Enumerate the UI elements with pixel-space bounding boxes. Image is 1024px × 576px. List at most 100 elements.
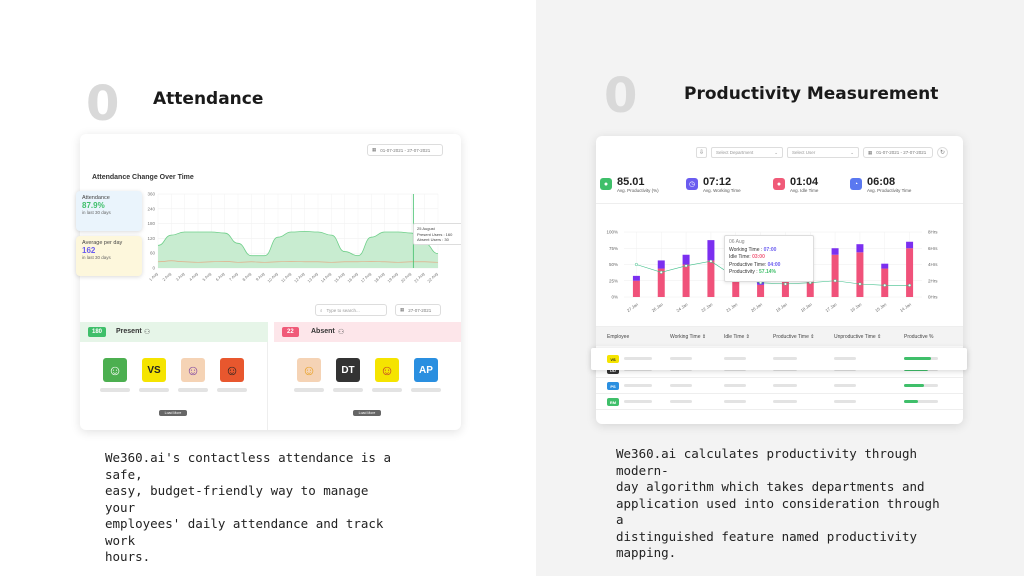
section-number: 0 bbox=[604, 68, 638, 124]
location-icon: ● bbox=[600, 178, 612, 190]
tooltip-idle: Idle Time: 03:00 bbox=[729, 254, 809, 262]
chevron-down-icon: ⌄ bbox=[850, 149, 854, 155]
department-select[interactable]: Select Department ⌄ bbox=[711, 147, 783, 158]
kpi-row: ● 85.01 Avg. Productivity (%) ◷ 07:12 Avg.… bbox=[596, 166, 963, 204]
productivity-progress-track bbox=[904, 400, 938, 403]
cell-placeholder bbox=[724, 400, 746, 403]
kpi-value: 01:04 bbox=[790, 175, 819, 188]
productivity-card: ⇩ Select Department ⌄ Select User ⌄ ▦ 01… bbox=[596, 136, 963, 424]
department-select-text: Select Department bbox=[716, 150, 754, 155]
x-tick-label: 20 Aug bbox=[400, 271, 412, 283]
y-tick-label: 60 bbox=[150, 251, 156, 256]
load-more-button[interactable]: Load More bbox=[353, 410, 381, 416]
chart-tooltip: 06 Aug Working Time : 07:00 Idle Time: 0… bbox=[724, 235, 814, 282]
column-header[interactable]: Unproductive Time ⇕ bbox=[834, 334, 882, 340]
table-row[interactable]: PS bbox=[596, 378, 963, 394]
x-tick-label: 3 Aug bbox=[175, 271, 186, 282]
avatar-initials[interactable]: AP bbox=[414, 358, 438, 382]
productivity-point bbox=[833, 279, 837, 283]
search-input[interactable]: ⌕ Type to search... bbox=[315, 304, 387, 316]
avatar[interactable]: ☺ bbox=[220, 358, 244, 382]
productivity-heading: Productivity Measurement bbox=[684, 84, 939, 104]
users-icon: ⚇ bbox=[338, 329, 345, 336]
column-header[interactable]: Productive Time ⇕ bbox=[773, 334, 815, 340]
avatar[interactable]: ☺ bbox=[375, 358, 399, 382]
bar-productive bbox=[856, 252, 864, 297]
productivity-progress-fill bbox=[904, 357, 932, 360]
calendar-icon: ▦ bbox=[372, 147, 377, 152]
employee-badge: DD bbox=[607, 366, 619, 374]
calendar-icon: ▦ bbox=[868, 149, 873, 155]
absent-header bbox=[274, 322, 461, 342]
user-select-text: Select User bbox=[792, 150, 816, 155]
chart-tooltip: 25 August Present Users : 160 Absent Use… bbox=[413, 223, 461, 245]
bar-productive bbox=[806, 272, 814, 297]
avatar[interactable]: ☺ bbox=[181, 358, 205, 382]
avatar-initials[interactable]: DT bbox=[336, 358, 360, 382]
x-tick-label: 18 Aug bbox=[373, 271, 385, 283]
cell-placeholder bbox=[624, 357, 652, 360]
x-tick-label: 24 Jan bbox=[675, 301, 689, 313]
avatar[interactable]: ☺ bbox=[297, 358, 321, 382]
employee-badge: VS bbox=[607, 355, 619, 363]
date-range-picker[interactable]: ▦ 01-07-2021 - 27-07-2021 bbox=[863, 147, 933, 158]
cell-placeholder bbox=[834, 400, 856, 403]
y-right-tick-label: 0Hrs bbox=[928, 295, 938, 300]
x-tick-label: 7 Aug bbox=[228, 271, 239, 282]
bar-productive bbox=[881, 268, 889, 297]
bar-productive bbox=[831, 254, 839, 297]
attendance-area-chart: 360 240 180 120 60 01 Aug 2 Aug 3 Aug 4 Aug 5 Aug… bbox=[147, 192, 439, 284]
attendance-description: We360.ai's contactless attendance is a s… bbox=[105, 450, 391, 564]
date-range-picker[interactable]: ▦ 01-07-2021 - 27-07-2021 bbox=[367, 144, 443, 156]
x-tick-label: 1 Aug bbox=[148, 271, 159, 282]
column-header[interactable]: Working Time ⇕ bbox=[670, 334, 707, 340]
search-icon: ⌕ bbox=[320, 307, 323, 313]
name-placeholder bbox=[411, 388, 441, 392]
person-icon: ☺ bbox=[301, 362, 317, 378]
table-header: Employee Working Time ⇕ Idle Time ⇕ Prod… bbox=[596, 326, 963, 346]
x-tick-label: 14 Jan bbox=[899, 301, 913, 313]
cell-placeholder bbox=[624, 400, 652, 403]
table-row-highlighted[interactable]: VS bbox=[591, 348, 967, 370]
table-row[interactable]: RM bbox=[596, 394, 963, 410]
download-icon[interactable]: ⇩ bbox=[696, 147, 707, 158]
bar-productive bbox=[906, 248, 914, 297]
x-tick-label: 5 Aug bbox=[201, 271, 212, 282]
x-tick-label: 17 Jan bbox=[824, 301, 838, 313]
x-tick-label: 20 Jan bbox=[750, 301, 764, 313]
avatar-initials[interactable]: VS bbox=[142, 358, 166, 382]
person-icon: ☺ bbox=[185, 362, 201, 378]
cell-placeholder bbox=[670, 400, 692, 403]
productivity-point bbox=[684, 264, 688, 268]
user-select[interactable]: Select User ⌄ bbox=[787, 147, 859, 158]
x-tick-label: 26 Jan bbox=[651, 301, 665, 313]
tooltip-productive-label: Productive Time: bbox=[729, 261, 768, 268]
productivity-progress-fill bbox=[904, 384, 925, 387]
load-more-button[interactable]: Load More bbox=[159, 410, 187, 416]
y-right-tick-label: 8Hrs bbox=[928, 230, 938, 235]
column-header[interactable]: Employee bbox=[607, 334, 630, 340]
refresh-icon[interactable]: ↻ bbox=[937, 147, 948, 158]
tooltip-working-value: 07:00 bbox=[763, 246, 777, 253]
x-tick-label: 22 Jan bbox=[700, 301, 714, 313]
column-header[interactable]: Productive % bbox=[904, 334, 934, 340]
kpi-label: Avg. Productivity Time bbox=[867, 187, 912, 193]
absent-panel: 22 Absent ⚇ ☺ DT ☺ AP Load More bbox=[274, 322, 461, 430]
series-line-present bbox=[157, 231, 439, 257]
column-header[interactable]: Idle Time ⇕ bbox=[724, 334, 750, 340]
x-tick-label: 21 Aug bbox=[413, 271, 425, 283]
x-tick-label: 11 Aug bbox=[280, 271, 292, 283]
avatar[interactable]: ☺ bbox=[103, 358, 127, 382]
name-placeholder bbox=[100, 388, 130, 392]
x-tick-label: 2 Aug bbox=[161, 271, 172, 282]
x-tick-label: 4 Aug bbox=[188, 271, 199, 282]
date-text: 27-07-2021 bbox=[408, 307, 432, 313]
bar-idle bbox=[856, 244, 864, 253]
kpi-label: Avg. Productivity (%) bbox=[617, 187, 659, 193]
x-tick-label: 9 Aug bbox=[255, 271, 266, 282]
attendance-stat-card: Attendance 87.9% in last 30 days bbox=[76, 191, 142, 231]
attendance-heading: Attendance bbox=[153, 89, 264, 109]
productivity-description: We360.ai calculates productivity through… bbox=[616, 446, 940, 560]
idle-icon: ● bbox=[773, 178, 785, 190]
date-picker[interactable]: ▦ 27-07-2021 bbox=[395, 304, 441, 316]
